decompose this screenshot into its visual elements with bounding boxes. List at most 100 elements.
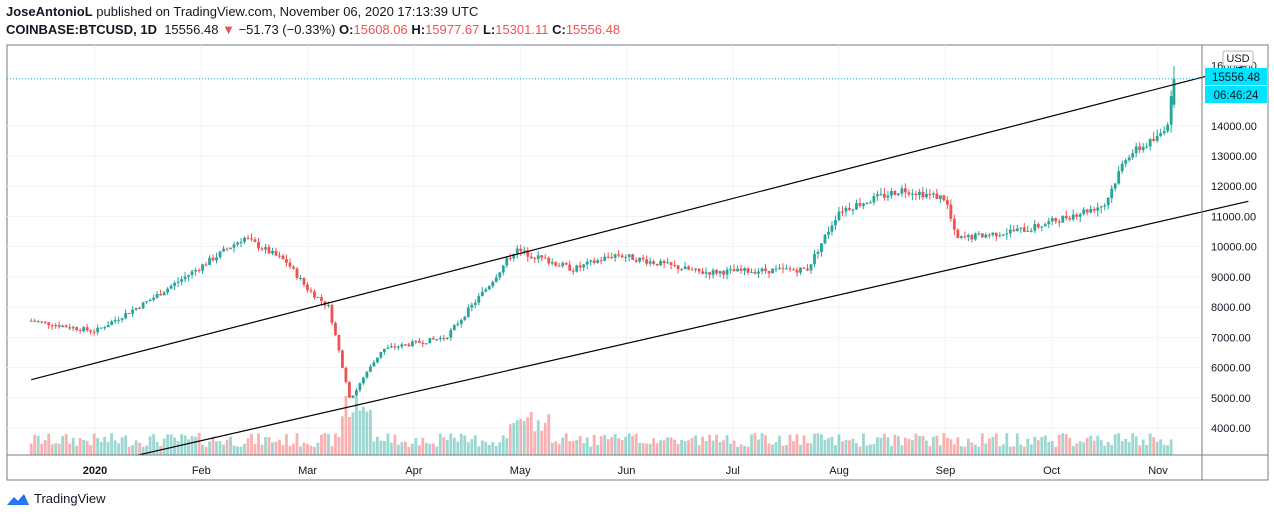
- channel-lines[interactable]: [31, 64, 1249, 456]
- volume-bar: [966, 438, 970, 455]
- volume-bar: [243, 443, 246, 455]
- volume-bar: [928, 445, 932, 455]
- volume-bar: [753, 433, 757, 455]
- candle-body: [386, 347, 390, 349]
- candle-body: [1110, 188, 1114, 198]
- candle-body: [414, 340, 418, 342]
- candle-body: [536, 255, 540, 259]
- candle-body: [554, 262, 558, 266]
- candle-body: [145, 301, 149, 303]
- candle-body: [1040, 226, 1044, 228]
- down-arrow-icon: ▼: [222, 22, 235, 37]
- candle-body: [473, 302, 477, 305]
- candle-body: [501, 265, 505, 273]
- volume-bar: [470, 439, 474, 455]
- channel-line-lower: [137, 200, 1249, 456]
- volume-bar: [201, 444, 204, 455]
- candle-body: [379, 351, 383, 358]
- candle-body: [155, 294, 159, 298]
- volume-bar: [358, 410, 362, 455]
- candle-body: [564, 263, 568, 265]
- volume-bar: [250, 433, 253, 455]
- candle-body: [938, 195, 942, 200]
- candle-body: [627, 254, 631, 257]
- candle-body: [575, 265, 579, 272]
- volume-bar: [396, 444, 400, 455]
- symbol-info: COINBASE:BTCUSD, 1D 15556.48 ▼ −51.73 (−…: [6, 22, 620, 37]
- volume-bar: [1054, 446, 1058, 455]
- currency-label: USD: [1226, 53, 1249, 65]
- volume-bar: [666, 437, 670, 455]
- candle-body: [222, 248, 225, 252]
- currency-badge[interactable]: USD: [1222, 50, 1254, 67]
- candle-body: [980, 233, 984, 238]
- volume-bar: [400, 442, 404, 455]
- volume-bar: [620, 440, 624, 455]
- tradingview-logo-icon: [7, 493, 29, 505]
- candle-body: [169, 285, 173, 289]
- candle-body: [722, 271, 725, 275]
- author-name[interactable]: JoseAntonioL: [6, 4, 93, 19]
- volume-bar: [113, 440, 117, 455]
- candle-body: [715, 270, 718, 274]
- volume-bar: [239, 446, 243, 455]
- publish-info: JoseAntonioL published on TradingView.co…: [6, 4, 478, 19]
- candle-body: [806, 268, 809, 271]
- volume-bar: [802, 435, 806, 455]
- candle-body: [848, 207, 851, 210]
- candle-body: [337, 335, 341, 351]
- volume-bar: [834, 445, 837, 455]
- candle-body: [1078, 214, 1082, 217]
- candle-body: [680, 269, 684, 271]
- candle-body: [1036, 224, 1040, 228]
- volume-bar: [1127, 442, 1131, 455]
- volume-bar: [414, 438, 418, 455]
- volume-bar: [788, 434, 792, 455]
- tradingview-footer[interactable]: TradingView: [6, 491, 106, 506]
- volume-bar: [386, 433, 390, 455]
- channel-line-upper: [31, 64, 1249, 381]
- volume-bar: [1043, 435, 1047, 455]
- volume-bar: [921, 435, 925, 455]
- volume-bar: [257, 433, 260, 455]
- candle-body: [43, 321, 47, 323]
- volume-bar: [1138, 445, 1142, 455]
- volume-bar: [1005, 433, 1009, 455]
- candle-body: [40, 321, 44, 323]
- volume-bar: [879, 437, 883, 455]
- candle-countdown: 06:46:24: [1214, 90, 1259, 102]
- candle-body: [54, 325, 58, 327]
- candle-body: [785, 268, 788, 270]
- price-tick-label: 8000.00: [1211, 302, 1251, 314]
- volume-bar: [1134, 436, 1138, 455]
- volume-bar: [841, 441, 844, 455]
- volume-bar: [977, 446, 981, 455]
- volume-bar: [215, 441, 218, 455]
- candle-body: [1001, 234, 1005, 236]
- volume-bar: [348, 417, 351, 455]
- volume-bar: [491, 442, 495, 455]
- volume-bar: [64, 434, 68, 455]
- candle-body: [917, 191, 921, 196]
- volume-bar: [61, 436, 65, 455]
- volume-bar: [68, 443, 72, 455]
- volume-bar: [463, 435, 467, 455]
- candle-body: [865, 202, 869, 204]
- candle-body: [956, 229, 960, 238]
- volume-bar: [456, 441, 460, 455]
- candle-body: [264, 247, 267, 250]
- volume-bar: [554, 441, 558, 455]
- volume-bar: [830, 436, 834, 455]
- candle-body: [977, 233, 981, 235]
- volume-bar: [645, 443, 649, 455]
- candle-body: [61, 325, 65, 327]
- candle-body: [260, 248, 264, 250]
- volume-bar: [827, 438, 830, 455]
- volume-bar: [673, 439, 677, 455]
- time-tick-label: Feb: [192, 465, 211, 477]
- candle-body: [138, 307, 142, 309]
- candles[interactable]: [29, 66, 1176, 399]
- volume-bar: [316, 442, 320, 455]
- volume-bar: [617, 438, 621, 455]
